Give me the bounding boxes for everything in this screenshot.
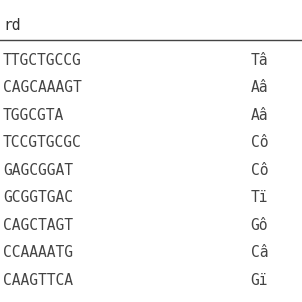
Text: GCGGTGAC: GCGGTGAC [3, 190, 73, 205]
Text: TTGCTGCCG: TTGCTGCCG [3, 53, 82, 68]
Text: Tï: Tï [251, 190, 268, 205]
Text: CAGCTAGT: CAGCTAGT [3, 218, 73, 233]
Text: rd: rd [3, 18, 21, 33]
Text: CAGCAAAGT: CAGCAAAGT [3, 80, 82, 95]
Text: GAGCGGAT: GAGCGGAT [3, 163, 73, 178]
Text: TCCGTGCGC: TCCGTGCGC [3, 135, 82, 150]
Text: Aâ: Aâ [251, 108, 268, 123]
Text: Aâ: Aâ [251, 80, 268, 95]
Text: Tâ: Tâ [251, 53, 268, 68]
Text: Gï: Gï [251, 273, 268, 288]
Text: Cô: Cô [251, 135, 268, 150]
Text: CAAGTTCA: CAAGTTCA [3, 273, 73, 288]
Text: Câ: Câ [251, 245, 268, 260]
Text: TGGCGTA: TGGCGTA [3, 108, 64, 123]
Text: CCAAAATG: CCAAAATG [3, 245, 73, 260]
Text: Gô: Gô [251, 218, 268, 233]
Text: Cô: Cô [251, 163, 268, 178]
